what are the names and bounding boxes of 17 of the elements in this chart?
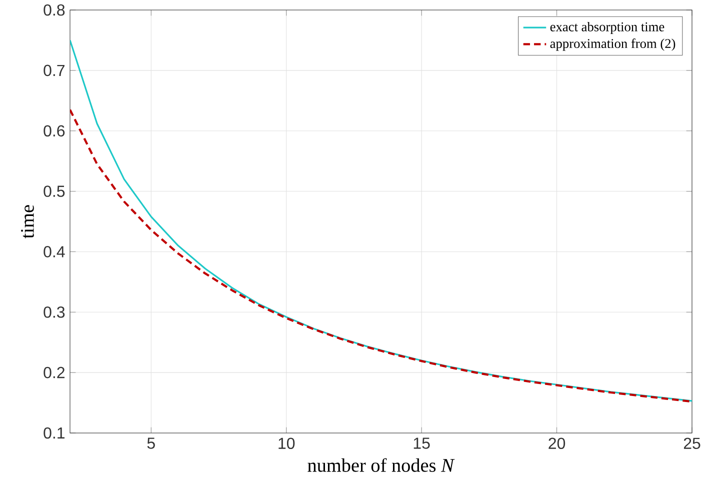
x-tick-label: 10 [278,438,295,450]
y-tick-label: 0.6 [44,125,65,137]
x-tick-label: 20 [548,438,566,450]
y-tick-label: 0.2 [44,366,64,378]
y-axis-title: time [21,205,34,238]
y-tick-label: 0.1 [44,427,65,439]
y-tick-label: 0.3 [44,306,65,318]
x-tick-label: 15 [414,438,430,449]
x-axis-title: number of nodes N [308,458,455,472]
x-tick-label: 5 [147,438,155,449]
x-tick-label: 25 [684,438,700,450]
y-tick-label: 0.4 [44,246,65,258]
legend-label: exact absorption time [550,22,664,34]
y-tick-label: 0.5 [44,186,65,197]
y-tick-label: 0.7 [44,64,64,76]
legend-label: approximation from (2) [550,38,676,51]
y-tick-label: 0.8 [44,4,65,16]
